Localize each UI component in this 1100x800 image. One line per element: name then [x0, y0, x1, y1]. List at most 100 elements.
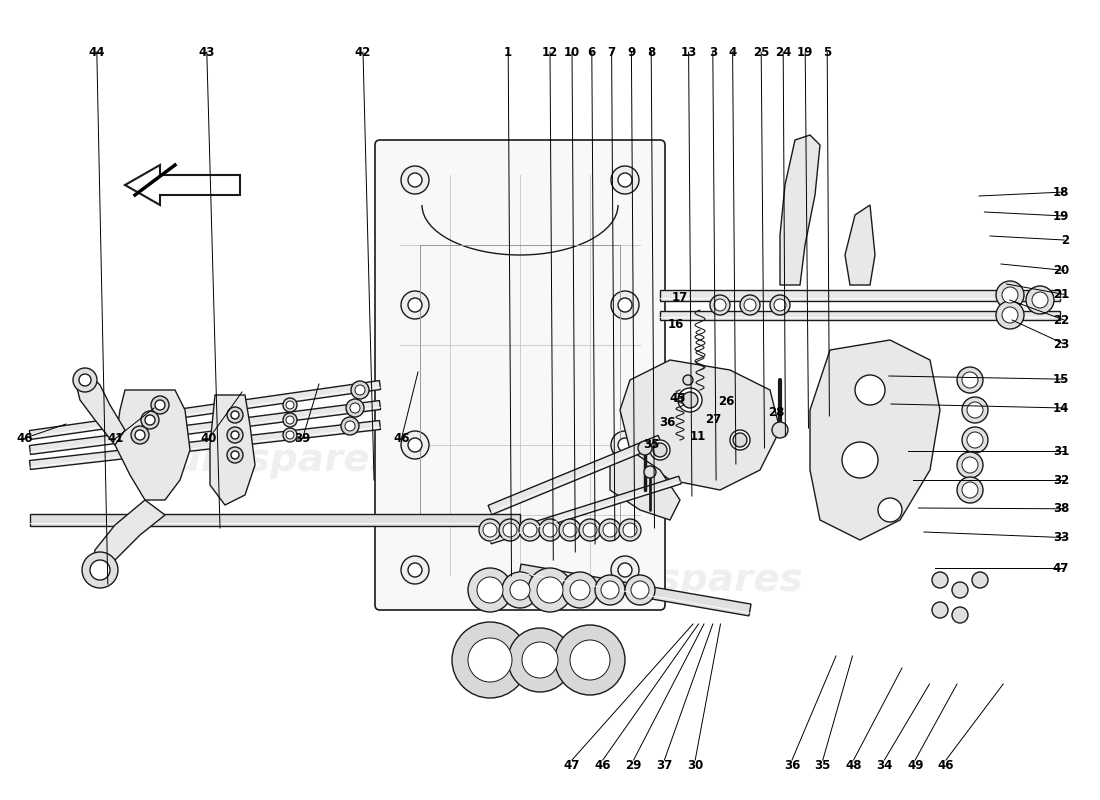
Text: 4: 4 [728, 46, 737, 58]
Text: 35: 35 [644, 438, 659, 450]
Circle shape [595, 575, 625, 605]
Circle shape [744, 299, 756, 311]
Circle shape [623, 523, 637, 537]
Circle shape [957, 477, 983, 503]
Text: 18: 18 [1053, 186, 1069, 198]
Circle shape [1026, 286, 1054, 314]
Circle shape [625, 575, 654, 605]
Text: 17: 17 [672, 291, 688, 304]
Circle shape [563, 523, 578, 537]
Circle shape [618, 563, 632, 577]
Circle shape [227, 447, 243, 463]
Circle shape [730, 430, 750, 450]
Text: 9: 9 [627, 46, 636, 58]
Text: 36: 36 [660, 416, 675, 429]
Text: 34: 34 [877, 759, 892, 772]
Text: 7: 7 [607, 46, 616, 58]
Circle shape [774, 299, 786, 311]
Text: 13: 13 [681, 46, 696, 58]
Circle shape [231, 411, 239, 419]
Circle shape [650, 440, 670, 460]
Text: 38: 38 [1053, 502, 1069, 515]
Text: 47: 47 [564, 759, 580, 772]
Circle shape [967, 402, 983, 418]
Circle shape [283, 413, 297, 427]
Circle shape [408, 173, 422, 187]
Text: 11: 11 [690, 430, 705, 443]
Circle shape [402, 166, 429, 194]
Circle shape [141, 411, 160, 429]
Polygon shape [30, 514, 520, 526]
Circle shape [714, 299, 726, 311]
Circle shape [556, 625, 625, 695]
Circle shape [345, 421, 355, 431]
Text: 12: 12 [542, 46, 558, 58]
Circle shape [579, 519, 601, 541]
Polygon shape [75, 370, 125, 445]
Text: 45: 45 [669, 392, 686, 405]
Circle shape [346, 399, 364, 417]
Text: 26: 26 [718, 395, 734, 408]
Text: 35: 35 [815, 759, 830, 772]
Circle shape [543, 523, 557, 537]
Circle shape [351, 381, 369, 399]
Circle shape [79, 374, 91, 386]
Polygon shape [810, 340, 940, 540]
Circle shape [90, 560, 110, 580]
Circle shape [519, 519, 541, 541]
Circle shape [952, 607, 968, 623]
Text: 27: 27 [705, 413, 720, 426]
Circle shape [644, 466, 656, 478]
Text: eurospares: eurospares [147, 441, 393, 479]
Text: 5: 5 [823, 46, 832, 58]
Circle shape [683, 375, 693, 385]
Circle shape [468, 568, 512, 612]
Circle shape [631, 581, 649, 599]
Text: 36: 36 [784, 759, 800, 772]
Circle shape [286, 401, 294, 409]
Circle shape [227, 427, 243, 443]
Polygon shape [116, 390, 190, 500]
Circle shape [638, 441, 652, 455]
Text: 31: 31 [1053, 445, 1069, 458]
Circle shape [402, 431, 429, 459]
Circle shape [770, 295, 790, 315]
Circle shape [653, 443, 667, 457]
Text: 14: 14 [1053, 402, 1069, 414]
Circle shape [855, 375, 886, 405]
Circle shape [503, 523, 517, 537]
Polygon shape [90, 500, 165, 580]
Circle shape [478, 519, 500, 541]
Circle shape [502, 572, 538, 608]
Circle shape [1002, 287, 1018, 303]
Polygon shape [780, 135, 820, 285]
Text: 16: 16 [668, 318, 683, 330]
Text: 28: 28 [769, 406, 784, 419]
Circle shape [570, 640, 611, 680]
Circle shape [522, 523, 537, 537]
Circle shape [932, 602, 948, 618]
Circle shape [618, 438, 632, 452]
Circle shape [286, 416, 294, 424]
Circle shape [583, 523, 597, 537]
Text: 40: 40 [201, 432, 217, 445]
Text: 24: 24 [776, 46, 791, 58]
Circle shape [131, 426, 149, 444]
Text: 32: 32 [1053, 474, 1069, 486]
Text: 44: 44 [88, 46, 106, 58]
Circle shape [962, 372, 978, 388]
Text: 49: 49 [906, 759, 923, 772]
Circle shape [408, 563, 422, 577]
Circle shape [619, 519, 641, 541]
Circle shape [1002, 307, 1018, 323]
Circle shape [402, 291, 429, 319]
Polygon shape [488, 435, 662, 514]
Circle shape [483, 523, 497, 537]
Text: 29: 29 [626, 759, 641, 772]
Text: 33: 33 [1053, 531, 1069, 544]
Circle shape [528, 568, 572, 612]
Text: 20: 20 [1053, 264, 1069, 277]
Circle shape [283, 398, 297, 412]
Text: 46: 46 [15, 432, 33, 445]
Circle shape [562, 572, 598, 608]
